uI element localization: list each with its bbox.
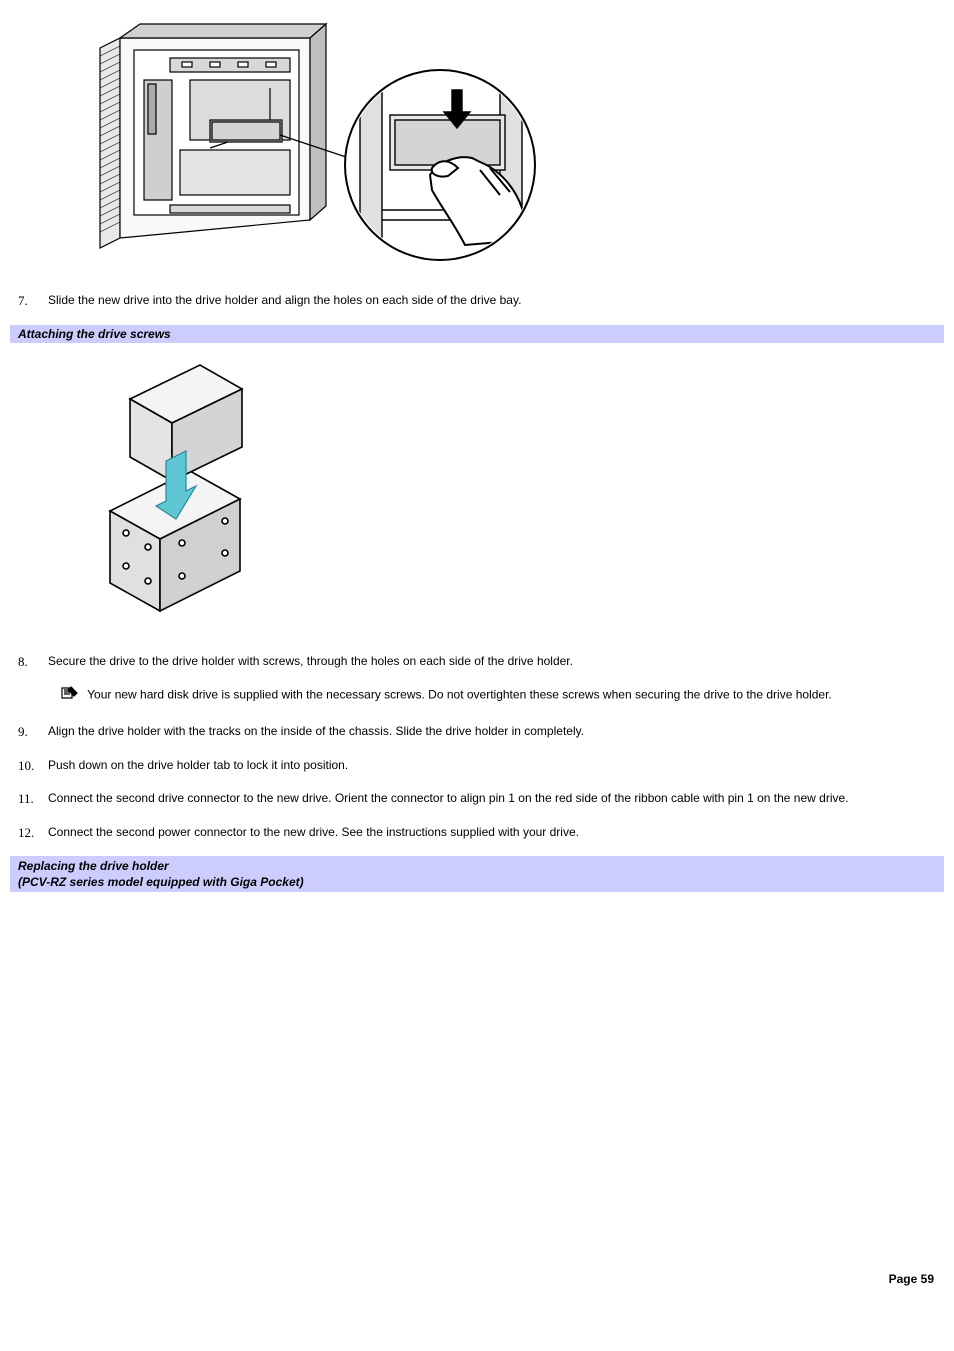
step-12: 12. Connect the second power connector t… — [10, 823, 944, 843]
section-attaching-screws: Attaching the drive screws — [10, 325, 944, 343]
step-number: 9. — [10, 722, 48, 742]
step-text: Push down on the drive holder tab to loc… — [48, 756, 944, 776]
step-text: Connect the second power connector to th… — [48, 823, 944, 843]
figure-insert-drive — [60, 20, 944, 271]
step-9: 9. Align the drive holder with the track… — [10, 722, 944, 742]
step-11: 11. Connect the second drive connector t… — [10, 789, 944, 809]
note-screws: Your new hard disk drive is supplied wit… — [60, 685, 944, 706]
step-number: 10. — [10, 756, 48, 776]
replacing-line2: (PCV-RZ series model equipped with Giga … — [18, 875, 304, 889]
step-text: Secure the drive to the drive holder wit… — [48, 652, 944, 672]
figure-attach-screws — [70, 361, 944, 624]
step-10: 10. Push down on the drive holder tab to… — [10, 756, 944, 776]
step-number: 8. — [10, 652, 48, 672]
step-number: 12. — [10, 823, 48, 843]
pencil-note-icon — [60, 685, 80, 706]
section-replacing-holder: Replacing the drive holder (PCV-RZ serie… — [10, 856, 944, 892]
step-number: 11. — [10, 789, 48, 809]
step-8: 8. Secure the drive to the drive holder … — [10, 652, 944, 672]
note-text: Your new hard disk drive is supplied wit… — [87, 688, 832, 702]
page-footer: Page 59 — [10, 1272, 944, 1286]
replacing-line1: Replacing the drive holder — [18, 859, 169, 873]
step-number: 7. — [10, 291, 48, 311]
step-7: 7. Slide the new drive into the drive ho… — [10, 291, 944, 311]
step-text: Connect the second drive connector to th… — [48, 789, 944, 809]
step-text: Align the drive holder with the tracks o… — [48, 722, 944, 742]
step-text: Slide the new drive into the drive holde… — [48, 291, 944, 311]
